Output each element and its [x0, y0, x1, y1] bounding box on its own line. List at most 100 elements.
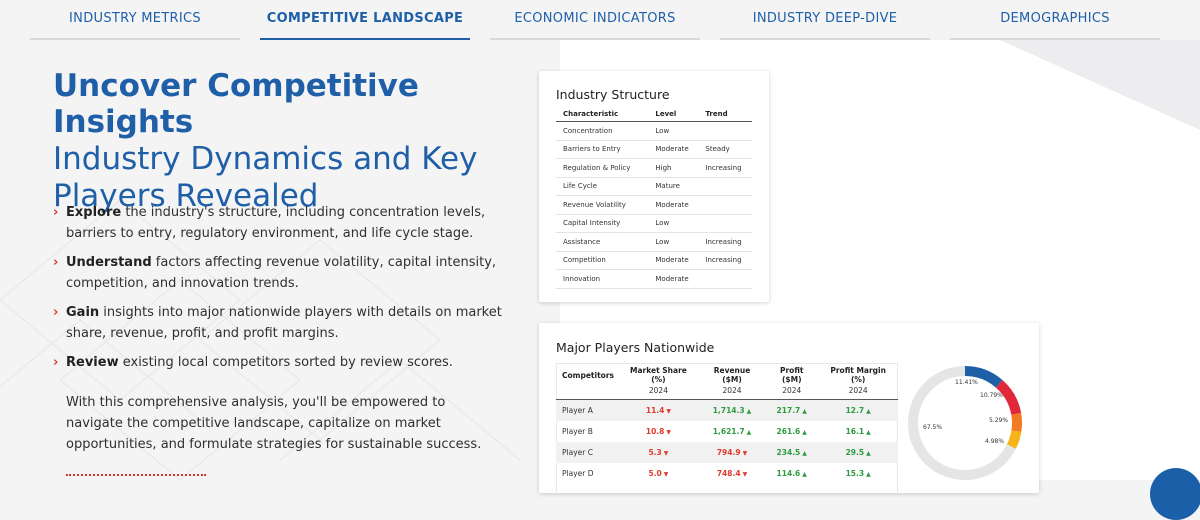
arrow-up-icon: ▲	[866, 408, 871, 415]
metric-value: 217.7	[776, 406, 801, 415]
metric-cell: 29.5 ▲	[818, 442, 898, 463]
metric-cell: 5.3 ▼	[617, 442, 699, 463]
column-header: Market Share (%)	[629, 366, 687, 384]
feature-text: existing local competitors sorted by rev…	[118, 355, 453, 370]
column-header: Revenue ($M)	[713, 366, 751, 384]
donut-label: 10.79%	[980, 392, 1003, 399]
arrow-up-icon: ▲	[746, 408, 752, 415]
table-cell: Innovation	[556, 269, 649, 289]
player-name: Player A	[556, 399, 618, 421]
table-cell: Moderate	[648, 269, 699, 289]
table-cell: Low	[648, 214, 699, 233]
table-cell: Moderate	[648, 251, 699, 270]
metric-cell: 234.5 ▲	[765, 442, 819, 463]
donut-slice	[995, 380, 1022, 416]
metric-cell: 11.4 ▼	[617, 399, 699, 421]
tab-industry-deep-dive[interactable]: INDUSTRY DEEP-DIVE	[720, 0, 930, 40]
arrow-up-icon: ▲	[866, 471, 871, 478]
table-row: Concentration Low	[556, 121, 752, 141]
donut-slice	[1011, 413, 1022, 432]
table-cell: Revenue Volatility	[556, 195, 649, 215]
metric-cell: 794.9 ▼	[698, 442, 766, 463]
feature-keyword: Understand	[66, 255, 152, 270]
table-cell: Competition	[556, 251, 649, 270]
metric-value: 10.8	[645, 427, 665, 436]
metric-value: 16.1	[845, 427, 865, 436]
table-row: Innovation Moderate	[556, 269, 752, 289]
table-cell	[698, 195, 752, 215]
player-name: Player C	[556, 442, 618, 463]
metric-value: 12.7	[845, 406, 865, 415]
table-cell: Steady	[698, 140, 752, 159]
arrow-up-icon: ▲	[866, 450, 871, 457]
metric-value: 5.3	[648, 448, 662, 457]
tab-industry-metrics[interactable]: INDUSTRY METRICS	[30, 0, 240, 40]
metric-cell: 217.7 ▲	[765, 399, 819, 421]
table-cell: Moderate	[648, 140, 699, 159]
feature-item-gain: › Gain insights into major nationwide pl…	[53, 302, 503, 344]
table-cell: Regulation & Policy	[556, 158, 649, 178]
metric-cell: 16.1 ▲	[818, 421, 898, 442]
sample-link[interactable]	[66, 474, 206, 482]
feature-text: insights into major nationwide players w…	[66, 305, 502, 341]
metric-cell: 114.6 ▲	[765, 463, 818, 484]
metric-value: 11.4	[645, 406, 665, 415]
table-row: Revenue Volatility Moderate	[556, 195, 752, 215]
table-cell	[698, 214, 752, 233]
table-row: Life Cycle Mature	[556, 177, 752, 196]
page-title: Uncover Competitive Insights	[53, 68, 419, 140]
chat-button[interactable]	[1150, 468, 1200, 520]
arrow-up-icon: ▲	[866, 429, 871, 436]
feature-keyword: Review	[66, 355, 119, 370]
feature-keyword: Gain	[66, 305, 100, 320]
hero-section: Uncover Competitive Insights Industry Dy…	[53, 68, 513, 215]
major-players-card: Major Players Nationwide Competitors Mar…	[539, 323, 1039, 498]
table-row: Player B 10.8 ▼ 1,621.7 ▲ 261.6 ▲ 16.1 ▲	[556, 421, 898, 442]
metric-value: 5.0	[648, 469, 662, 478]
metric-value: 1,714.3	[712, 406, 745, 415]
metric-cell: 1,714.3 ▲	[698, 399, 766, 421]
metric-cell: 12.7 ▲	[818, 399, 898, 421]
table-cell: Increasing	[698, 251, 752, 270]
metric-value: 114.6	[776, 469, 801, 478]
table-cell: Low	[648, 232, 699, 252]
arrow-down-icon: ▼	[663, 450, 669, 457]
table-row: Barriers to Entry Moderate Steady	[556, 140, 752, 159]
table-row: Player D 5.0 ▼ 748.4 ▼ 114.6 ▲ 15.3 ▲	[556, 463, 898, 484]
tab-demographics[interactable]: DEMOGRAPHICS	[950, 0, 1160, 40]
donut-slice	[908, 366, 1016, 480]
tab-competitive-landscape[interactable]: COMPETITIVE LANDSCAPE	[260, 0, 470, 40]
arrow-up-icon: ▲	[802, 429, 807, 436]
donut-label: 67.5%	[923, 424, 943, 431]
donut-label: 11.41%	[955, 379, 978, 386]
tab-economic-indicators[interactable]: ECONOMIC INDICATORS	[490, 0, 700, 40]
major-players-title: Major Players Nationwide	[556, 340, 715, 355]
column-header: Characteristic	[556, 109, 649, 122]
players-table-frame	[556, 363, 898, 498]
chevron-right-icon: ›	[53, 355, 59, 370]
year-cell: 2024	[818, 384, 898, 400]
table-row: Competition Moderate Increasing	[556, 251, 752, 270]
metric-cell: 748.4 ▼	[699, 463, 765, 484]
feature-item-explore: › Explore the industry's structure, incl…	[53, 202, 503, 244]
table-cell: Assistance	[556, 232, 649, 252]
metric-value: 261.6	[776, 427, 801, 436]
metric-cell: 261.6 ▲	[765, 421, 818, 442]
table-row: Assistance Low Increasing	[556, 232, 752, 252]
arrow-up-icon: ▲	[746, 429, 752, 436]
metric-cell: 10.8 ▼	[618, 421, 699, 442]
arrow-down-icon: ▼	[742, 471, 748, 478]
column-header: Profit ($M)	[779, 366, 804, 384]
arrow-down-icon: ▼	[666, 408, 671, 415]
chevron-right-icon: ›	[53, 205, 59, 220]
year-cell: 2024	[617, 384, 699, 400]
year-row: 2024 2024 2024 2024	[556, 384, 898, 400]
table-cell: Low	[648, 121, 699, 141]
metric-value: 234.5	[776, 448, 801, 457]
arrow-up-icon: ▲	[802, 450, 807, 457]
donut-slice	[1006, 430, 1022, 449]
metric-cell: 1,621.7 ▲	[699, 421, 765, 442]
table-cell: Increasing	[698, 158, 752, 178]
industry-structure-table: Characteristic Level Trend Concentration…	[556, 109, 752, 289]
tab-bar: INDUSTRY METRICS COMPETITIVE LANDSCAPE E…	[30, 0, 1170, 42]
